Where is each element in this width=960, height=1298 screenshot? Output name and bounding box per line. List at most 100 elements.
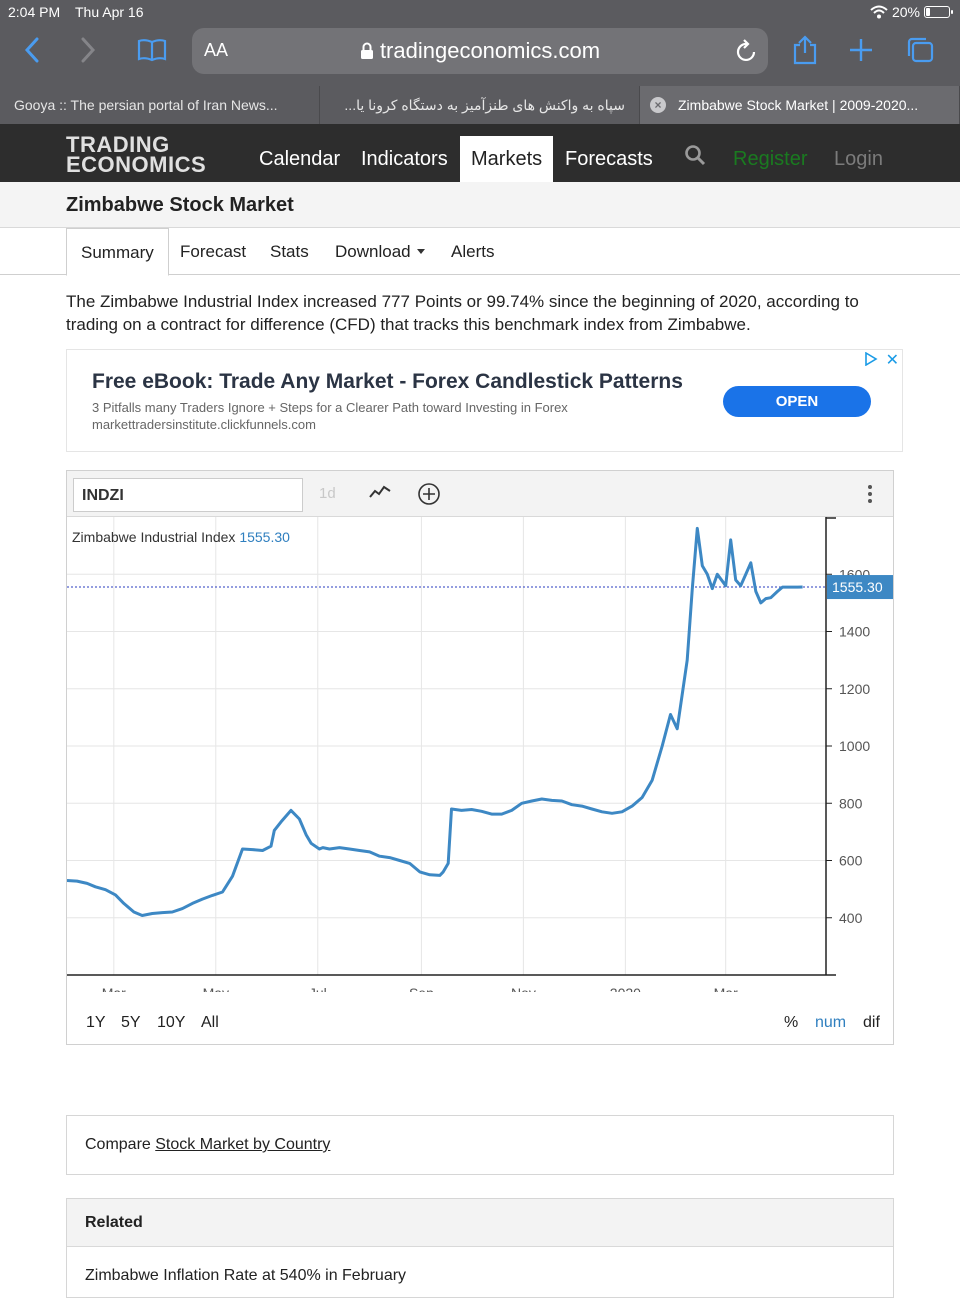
range-all-button[interactable]: All xyxy=(201,1014,219,1031)
nav-markets[interactable]: Markets xyxy=(460,136,554,182)
nav-forecasts[interactable]: Forecasts xyxy=(565,148,653,170)
url-display[interactable]: tradingeconomics.com xyxy=(192,38,768,64)
url-text: tradingeconomics.com xyxy=(379,38,601,63)
login-link[interactable]: Login xyxy=(834,148,883,170)
ad-domain: markettradersinstitute.clickfunnels.com xyxy=(92,417,316,432)
ad-banner[interactable]: Free eBook: Trade Any Market - Forex Can… xyxy=(66,349,903,452)
browser-tab-strip: Gooya :: The persian portal of Iran News… xyxy=(0,86,960,124)
reload-icon xyxy=(736,39,756,61)
logo-line-2: ECONOMICS xyxy=(66,152,207,177)
x-axis-ticks: Mar May Jul Sep Nov 2020 Mar xyxy=(102,985,738,992)
tab-download-label: Download xyxy=(335,242,411,261)
x-tick-label: Nov xyxy=(511,985,536,992)
book-icon xyxy=(137,39,167,62)
ad-open-button[interactable]: OPEN xyxy=(723,386,871,417)
related-box: Related Zimbabwe Inflation Rate at 540% … xyxy=(66,1198,894,1298)
grid-horizontal xyxy=(67,573,826,919)
site-logo[interactable]: TRADING ECONOMICS xyxy=(66,134,207,177)
browser-tab-news[interactable]: سپاه به واکنش های طنزآمیز به دستگاه کرون… xyxy=(320,86,640,124)
tab-stats[interactable]: Stats xyxy=(270,242,309,261)
ad-title[interactable]: Free eBook: Trade Any Market - Forex Can… xyxy=(92,370,683,393)
title-band: Zimbabwe Stock Market xyxy=(0,182,960,228)
current-value-badge: 1555.30 xyxy=(827,575,893,600)
interval-button[interactable]: 1d xyxy=(319,485,336,502)
more-options-button[interactable] xyxy=(867,483,873,510)
ad-close-icon[interactable]: ✕ xyxy=(885,352,899,369)
share-button[interactable] xyxy=(785,30,825,70)
address-bar[interactable]: AA tradingeconomics.com xyxy=(192,28,768,74)
battery-icon xyxy=(924,6,953,18)
tab-forecast[interactable]: Forecast xyxy=(180,242,247,261)
mode-dif-button[interactable]: dif xyxy=(863,1014,880,1031)
range-1y-button[interactable]: 1Y xyxy=(86,1014,106,1031)
related-item[interactable]: Zimbabwe Inflation Rate at 540% in Febru… xyxy=(85,1267,407,1284)
new-tab-button[interactable] xyxy=(841,30,881,70)
site-header: TRADING ECONOMICS Calendar Indicators Ma… xyxy=(0,124,960,182)
compare-text: Compare Stock Market by Country xyxy=(85,1136,330,1154)
lock-icon xyxy=(360,42,373,59)
x-tick-label: Mar xyxy=(714,985,738,992)
forward-button[interactable] xyxy=(68,30,108,70)
x-tick-label: Mar xyxy=(102,985,126,992)
plus-circle-icon xyxy=(418,483,440,505)
status-time: 2:04 PM xyxy=(8,4,61,20)
register-link[interactable]: Register xyxy=(733,148,808,170)
bookmarks-button[interactable] xyxy=(132,30,172,70)
tab-alerts[interactable]: Alerts xyxy=(451,242,495,261)
tab-overview-button[interactable] xyxy=(900,30,940,70)
tabs-icon xyxy=(907,37,934,63)
back-button[interactable] xyxy=(12,30,52,70)
symbol-input[interactable]: INDZI xyxy=(73,478,303,512)
compare-link[interactable]: Stock Market by Country xyxy=(155,1136,331,1153)
browser-tab-title: سپاه به واکنش های طنزآمیز به دستگاه کرون… xyxy=(344,97,625,113)
legend-series-name: Zimbabwe Industrial Index xyxy=(72,529,236,545)
reload-button[interactable] xyxy=(736,39,758,68)
legend-series-value: 1555.30 xyxy=(239,529,290,545)
range-10y-button[interactable]: 10Y xyxy=(157,1014,186,1031)
x-tick-label: May xyxy=(203,985,229,992)
nav-calendar[interactable]: Calendar xyxy=(259,148,341,170)
tab-summary[interactable]: Summary xyxy=(66,228,169,276)
x-tick-label: 2020 xyxy=(610,985,641,992)
browser-tab-title: Gooya :: The persian portal of Iran News… xyxy=(14,97,278,113)
y-tick-label: 1000 xyxy=(839,738,870,754)
browser-tab-gooya[interactable]: Gooya :: The persian portal of Iran News… xyxy=(0,86,320,124)
line-chart-icon xyxy=(369,485,391,498)
more-vertical-icon xyxy=(868,485,872,503)
search-button[interactable] xyxy=(684,144,706,171)
range-5y-button[interactable]: 5Y xyxy=(121,1014,141,1031)
status-date: Thu Apr 16 xyxy=(75,4,144,20)
mode-num-button[interactable]: num xyxy=(815,1014,847,1031)
compare-prefix: Compare xyxy=(85,1136,156,1153)
chevron-right-icon xyxy=(81,37,96,63)
related-title: Related xyxy=(85,1214,143,1231)
reader-settings-button[interactable]: AA xyxy=(204,40,229,60)
nav-indicators[interactable]: Indicators xyxy=(361,148,448,170)
browser-tab-active[interactable]: × Zimbabwe Stock Market | 2009-2020... xyxy=(640,86,960,124)
series-line xyxy=(67,526,803,917)
ad-subtitle: 3 Pitfalls many Traders Ignore + Steps f… xyxy=(92,400,568,415)
y-tick-label: 1400 xyxy=(839,624,870,640)
intro-text: The Zimbabwe Industrial Index increased … xyxy=(66,292,859,334)
ad-choices-icon[interactable] xyxy=(864,351,878,369)
x-tick-label: Sep xyxy=(409,985,434,992)
close-tab-icon[interactable]: × xyxy=(650,97,666,113)
mode-percent-button[interactable]: % xyxy=(784,1014,799,1031)
current-value-label: 1555.30 xyxy=(832,579,883,595)
browser-tab-title: Zimbabwe Stock Market | 2009-2020... xyxy=(678,97,919,113)
y-tick-label: 600 xyxy=(839,853,863,869)
share-icon xyxy=(793,35,817,65)
x-tick-label: Jul xyxy=(309,985,327,992)
related-header: Related xyxy=(67,1199,893,1247)
chart-legend: Zimbabwe Industrial Index 1555.30 xyxy=(72,529,290,545)
page-subnav: Summary Forecast Stats Download Alerts xyxy=(0,228,960,276)
status-indicators: 20% xyxy=(870,4,953,20)
add-series-button[interactable] xyxy=(417,482,441,511)
search-icon xyxy=(685,145,706,166)
wifi-icon xyxy=(870,5,888,19)
tab-download[interactable]: Download xyxy=(335,228,425,275)
chart-type-button[interactable] xyxy=(369,483,391,506)
